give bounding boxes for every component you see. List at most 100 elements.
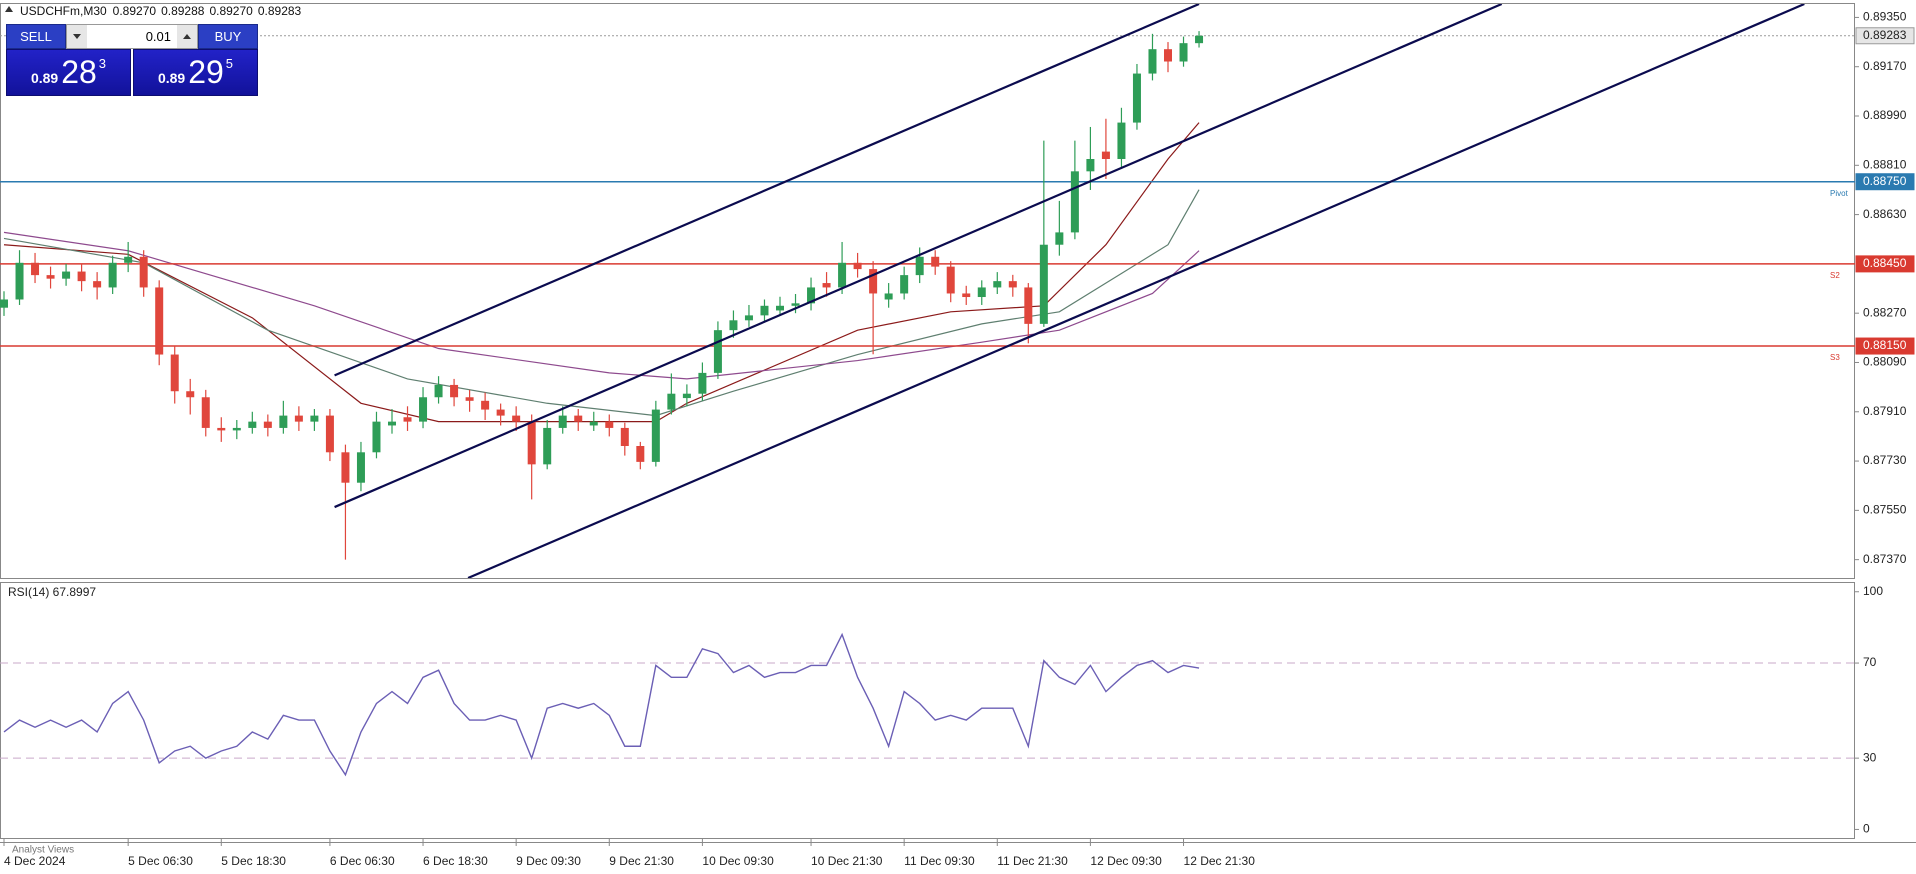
trendline xyxy=(334,4,1503,509)
candle-body xyxy=(807,287,816,304)
footer-tab[interactable]: Analyst Views xyxy=(12,845,74,856)
candle-body xyxy=(776,305,784,311)
candle-body xyxy=(636,446,645,462)
lot-field: 0.01 xyxy=(66,24,198,49)
level-label-box xyxy=(1855,27,1915,45)
lot-value[interactable]: 0.01 xyxy=(145,29,171,44)
candle-body xyxy=(403,417,412,422)
x-tick-label: 9 Dec 21:30 xyxy=(609,854,674,868)
candle-body xyxy=(0,299,8,308)
collapse-icon[interactable] xyxy=(5,6,13,12)
sell-button[interactable]: SELL xyxy=(6,24,66,49)
moving-average xyxy=(3,189,1200,417)
candle-body xyxy=(481,400,490,410)
candle-body xyxy=(186,391,195,398)
y-tick-label: 0.87910 xyxy=(1863,404,1907,418)
candle-body xyxy=(682,393,691,399)
candle-body xyxy=(946,266,955,294)
moving-average xyxy=(3,231,1200,380)
candle-body xyxy=(667,393,676,410)
candle-body xyxy=(915,256,924,276)
candle-body xyxy=(543,427,552,465)
candle-body xyxy=(434,384,443,398)
header: USDCHFm,M30 0.89270 0.89288 0.89270 0.89… xyxy=(20,4,301,18)
bid-price[interactable]: 0.89 28 3 xyxy=(6,49,131,96)
candle-body xyxy=(1132,73,1141,123)
symbol: USDCHFm,M30 xyxy=(20,4,107,18)
quote-open: 0.89270 xyxy=(112,4,157,18)
lot-up[interactable] xyxy=(177,25,197,48)
x-tick-label: 6 Dec 06:30 xyxy=(330,854,395,868)
y-tick-label: 100 xyxy=(1863,584,1883,598)
candle-body xyxy=(1024,287,1033,324)
x-tick-label: 10 Dec 09:30 xyxy=(702,854,774,868)
lot-down[interactable] xyxy=(67,25,87,48)
candle-body xyxy=(77,271,86,282)
x-tick-label: 5 Dec 06:30 xyxy=(128,854,193,868)
candle-body xyxy=(294,415,303,422)
candle-body xyxy=(263,421,272,428)
candle-body xyxy=(155,287,164,355)
candle-body xyxy=(558,415,567,428)
rsi-line xyxy=(3,632,1200,777)
candle-body xyxy=(124,256,133,263)
arrow-icon xyxy=(73,34,81,39)
y-tick-label: 0.88270 xyxy=(1863,305,1907,319)
candle-body xyxy=(450,384,459,398)
rsi-frame xyxy=(0,582,1855,839)
quote-high: 0.89288 xyxy=(161,4,205,18)
level-name: S2 xyxy=(1830,271,1840,280)
x-tick-label: 11 Dec 21:30 xyxy=(997,854,1068,868)
candle-body xyxy=(651,409,660,462)
candle-body xyxy=(931,256,940,267)
candle-body xyxy=(527,421,536,465)
candle-body xyxy=(1008,281,1017,288)
candle-body xyxy=(574,415,583,422)
candle-body xyxy=(977,287,986,298)
buy-button[interactable]: BUY xyxy=(198,24,258,49)
quote-close: 0.89283 xyxy=(257,4,302,18)
x-tick-label: 5 Dec 18:30 xyxy=(221,854,286,868)
candle-body xyxy=(341,452,350,483)
quote: 0.89270 0.89288 0.89270 0.89283 xyxy=(113,4,302,18)
level-label: 0.88450 xyxy=(1863,256,1907,270)
x-tick-label: 11 Dec 09:30 xyxy=(904,854,975,868)
price-point: 5 xyxy=(225,56,234,71)
ask-price[interactable]: 0.89 29 5 xyxy=(133,49,258,96)
candle-body xyxy=(15,262,24,300)
candle-body xyxy=(605,421,614,428)
price-prefix: 0.89 xyxy=(30,69,59,86)
level-label: 0.88150 xyxy=(1863,338,1907,352)
x-tick-label: 12 Dec 09:30 xyxy=(1090,854,1162,868)
candle-body xyxy=(1164,49,1172,62)
candle-body xyxy=(170,354,179,392)
price-main: 29 xyxy=(188,54,224,90)
y-tick-label: 0.87730 xyxy=(1863,453,1907,467)
arrow-icon xyxy=(183,34,191,39)
candle-body xyxy=(791,303,800,306)
candle-body xyxy=(201,397,210,428)
candle-body xyxy=(853,262,862,270)
candle-body xyxy=(62,271,71,279)
candle-body xyxy=(139,256,148,288)
level-label: 0.89283 xyxy=(1863,28,1907,42)
trendline xyxy=(467,4,1805,578)
y-tick-label: 0.88990 xyxy=(1863,108,1907,122)
candle-body xyxy=(1117,122,1126,160)
candle-body xyxy=(465,397,474,401)
candle-body xyxy=(1179,43,1188,62)
candle-body xyxy=(822,283,831,288)
level-name: Pivot xyxy=(1830,189,1849,198)
candle-body xyxy=(31,262,40,276)
x-tick-label: 10 Dec 21:30 xyxy=(811,854,883,868)
candle-body xyxy=(93,281,102,288)
y-tick-label: 0.88630 xyxy=(1863,207,1907,221)
level-label: 0.88750 xyxy=(1863,174,1907,188)
main-plot: Pivot S2 S3 xyxy=(0,4,1855,578)
main-frame xyxy=(0,3,1855,579)
x-tick-label: 6 Dec 18:30 xyxy=(423,854,488,868)
y-tick-label: 0.87550 xyxy=(1863,503,1907,517)
candle-body xyxy=(512,415,521,422)
rsi-plot xyxy=(0,632,1855,777)
